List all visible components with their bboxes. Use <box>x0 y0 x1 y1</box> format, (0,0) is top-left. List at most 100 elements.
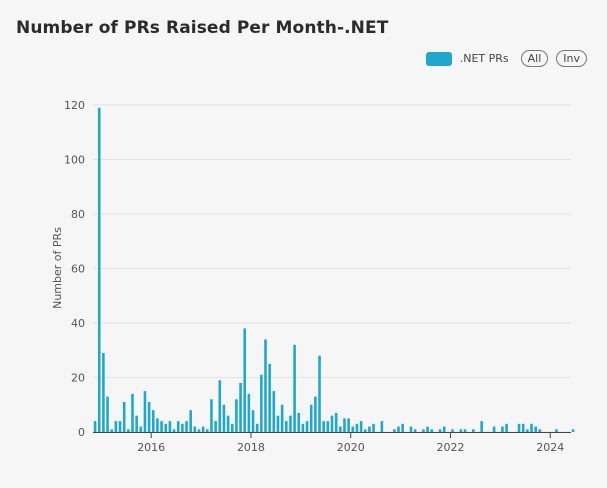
bar-2021-08[interactable] <box>430 429 434 432</box>
bar-2018-06[interactable] <box>272 391 276 433</box>
bar-2019-06[interactable] <box>322 421 325 432</box>
bar-2023-05[interactable] <box>517 423 521 432</box>
bar-2014-11[interactable] <box>93 421 97 432</box>
bar-2018-04[interactable] <box>264 339 267 432</box>
bar-2018-01[interactable] <box>251 410 255 432</box>
bar-2015-03[interactable] <box>110 429 113 432</box>
bar-2020-08[interactable] <box>380 421 384 432</box>
bar-2021-01[interactable] <box>401 423 404 432</box>
bar-2022-03[interactable] <box>459 429 463 432</box>
bar-2023-01[interactable] <box>501 426 504 432</box>
bar-2021-07[interactable] <box>426 426 429 432</box>
bar-2018-09[interactable] <box>284 421 288 432</box>
bar-2020-04[interactable] <box>363 429 367 432</box>
bar-2016-12[interactable] <box>197 429 201 432</box>
bar-2017-08[interactable] <box>230 423 234 432</box>
bar-2015-06[interactable] <box>122 402 126 432</box>
bar-2022-01[interactable] <box>451 429 454 432</box>
bar-2023-06[interactable] <box>521 423 525 432</box>
bar-2016-08[interactable] <box>181 423 184 432</box>
bar-2019-11[interactable] <box>343 418 346 433</box>
bar-2019-01[interactable] <box>301 423 305 432</box>
bar-2019-10[interactable] <box>339 426 342 432</box>
bar-2018-08[interactable] <box>280 404 284 432</box>
bar-2016-04[interactable] <box>164 423 168 432</box>
legend-swatch[interactable] <box>425 51 452 66</box>
bar-2019-08[interactable] <box>330 415 334 432</box>
bar-2022-06[interactable] <box>472 429 475 432</box>
bar-2021-04[interactable] <box>413 429 417 432</box>
bar-2019-02[interactable] <box>305 421 309 432</box>
bar-2021-03[interactable] <box>409 426 413 432</box>
bar-2016-09[interactable] <box>185 421 188 432</box>
bar-2015-10[interactable] <box>139 426 143 432</box>
bar-2021-10[interactable] <box>438 429 442 432</box>
bar-2020-11[interactable] <box>393 429 396 432</box>
bar-2023-10[interactable] <box>538 429 542 432</box>
bar-2023-07[interactable] <box>526 429 529 432</box>
bar-2016-01[interactable] <box>151 410 155 432</box>
bar-2018-11[interactable] <box>293 344 296 432</box>
bar-2018-02[interactable] <box>255 423 259 432</box>
bar-2014-12[interactable] <box>97 107 101 432</box>
bar-2015-07[interactable] <box>127 429 130 432</box>
bar-2019-05[interactable] <box>318 355 321 432</box>
bar-2018-12[interactable] <box>297 412 301 432</box>
bar-2020-03[interactable] <box>359 421 363 432</box>
bar-2015-08[interactable] <box>131 393 134 432</box>
bar-2015-09[interactable] <box>135 415 138 432</box>
bar-2020-02[interactable] <box>355 423 359 432</box>
bar-2017-01[interactable] <box>201 426 205 432</box>
bar-2017-06[interactable] <box>222 404 226 432</box>
bar-2016-03[interactable] <box>160 421 163 432</box>
bar-2020-06[interactable] <box>372 423 375 432</box>
bar-2017-12[interactable] <box>247 393 251 432</box>
bar-2017-04[interactable] <box>214 421 217 432</box>
bar-2019-04[interactable] <box>314 396 317 432</box>
bar-2022-08[interactable] <box>480 421 483 432</box>
bar-2019-12[interactable] <box>347 418 350 433</box>
bar-2017-02[interactable] <box>206 429 209 432</box>
bar-2021-06[interactable] <box>422 429 425 432</box>
bar-2015-01[interactable] <box>102 352 105 432</box>
bar-2015-05[interactable] <box>118 421 122 432</box>
bar-2020-01[interactable] <box>351 426 355 432</box>
bar-2016-10[interactable] <box>189 410 192 432</box>
bar-2021-11[interactable] <box>442 426 446 432</box>
bar-2023-09[interactable] <box>534 426 537 432</box>
bar-2023-08[interactable] <box>530 423 533 432</box>
bar-2017-11[interactable] <box>243 328 246 432</box>
bar-2018-07[interactable] <box>276 415 280 432</box>
bar-2020-05[interactable] <box>368 426 371 432</box>
bar-2019-07[interactable] <box>326 421 330 432</box>
bar-2018-03[interactable] <box>260 374 263 432</box>
bar-2018-10[interactable] <box>289 415 292 432</box>
bar-2022-04[interactable] <box>463 429 467 432</box>
bar-2017-10[interactable] <box>239 382 242 432</box>
bar-2017-09[interactable] <box>235 399 238 432</box>
bar-2024-06[interactable] <box>571 429 575 432</box>
bar-2017-03[interactable] <box>210 399 213 432</box>
bar-2016-02[interactable] <box>156 418 159 433</box>
bar-2023-02[interactable] <box>505 423 508 432</box>
bar-2024-02[interactable] <box>555 429 558 432</box>
legend-label[interactable]: .NET PRs <box>459 52 509 65</box>
legend-invert-button[interactable]: Inv <box>556 50 587 67</box>
bar-2015-02[interactable] <box>106 396 109 432</box>
bar-2019-09[interactable] <box>334 412 338 432</box>
bar-2016-06[interactable] <box>172 429 176 432</box>
bar-2016-07[interactable] <box>176 421 180 432</box>
bar-2019-03[interactable] <box>309 404 313 432</box>
bar-2020-12[interactable] <box>397 426 400 432</box>
bar-2016-05[interactable] <box>168 421 172 432</box>
bar-2017-05[interactable] <box>218 380 222 432</box>
bar-2015-04[interactable] <box>114 421 118 432</box>
bar-2015-11[interactable] <box>143 391 147 433</box>
legend-all-button[interactable]: All <box>520 50 549 67</box>
bar-2022-11[interactable] <box>492 426 496 432</box>
bar-2016-11[interactable] <box>193 426 197 432</box>
bar-2018-05[interactable] <box>268 363 271 433</box>
bar-2017-07[interactable] <box>226 415 230 432</box>
bar-2015-12[interactable] <box>147 402 151 432</box>
